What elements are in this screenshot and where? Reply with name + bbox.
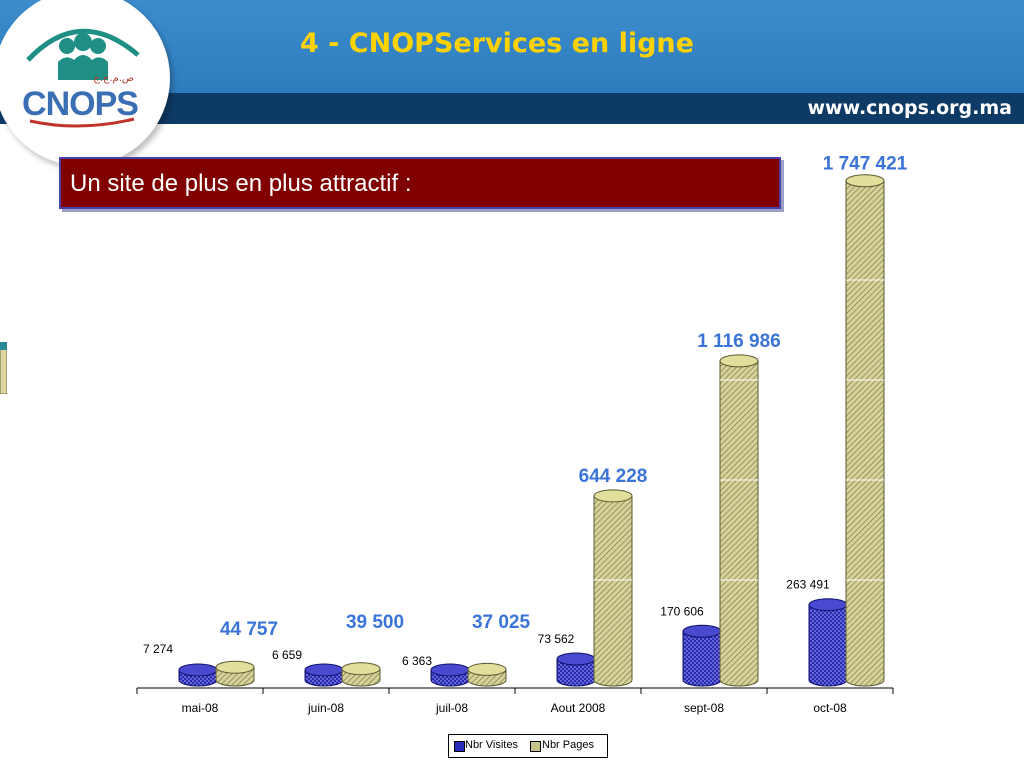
value-label-visites: 6 659	[272, 648, 302, 662]
x-tick-label: juil-08	[435, 701, 468, 715]
x-tick-label: juin-08	[307, 701, 344, 715]
subtitle-text: Un site de plus en plus attractif :	[70, 170, 412, 197]
bar-top	[808, 598, 848, 612]
bar-top	[304, 663, 344, 677]
bar-body	[808, 604, 848, 687]
bar-top	[178, 663, 218, 677]
value-label-visites: 170 606	[660, 604, 704, 618]
bar-top	[719, 354, 759, 368]
bar-body	[845, 180, 885, 687]
value-label-pages: 39 500	[346, 612, 404, 633]
bar-top	[341, 662, 381, 676]
legend-swatch-visites	[454, 741, 465, 752]
bars	[178, 174, 885, 687]
bar-top	[556, 652, 596, 666]
site-url: www.cnops.org.ma	[807, 97, 1013, 119]
legend-swatch-pages	[530, 741, 541, 752]
bar-body	[682, 630, 722, 687]
logo-arc	[26, 28, 140, 62]
cnops-logo: ص.م.ج.ج CNOPS	[22, 28, 140, 128]
bar-pages	[719, 354, 759, 687]
value-label-visites: 6 363	[402, 654, 432, 668]
bar-visites	[304, 663, 344, 687]
logo-disc	[0, 0, 170, 166]
x-tick-label: sept-08	[684, 701, 724, 715]
bar-visites	[556, 652, 596, 687]
bar-top	[467, 662, 507, 676]
edge-decoration	[0, 342, 7, 394]
bar-top	[845, 174, 885, 188]
bar-top	[682, 624, 722, 638]
bar-top	[593, 489, 633, 503]
logo-text: CNOPS	[22, 85, 138, 123]
value-label-visites: 263 491	[786, 578, 830, 592]
logo-arabic: ص.م.ج.ج	[93, 73, 134, 84]
value-label-visites: 7 274	[143, 642, 173, 656]
bar-pages	[215, 660, 255, 687]
x-tick-label: mai-08	[182, 701, 219, 715]
bar-visites	[178, 663, 218, 687]
value-label-visites: 73 562	[538, 632, 575, 646]
slide-title: 4 - CNOPServices en ligne	[300, 28, 694, 59]
bar-visites	[682, 624, 722, 687]
value-label-pages: 1 116 986	[697, 331, 780, 352]
bar-body	[719, 360, 759, 687]
subtitle-box: Un site de plus en plus attractif :	[59, 157, 781, 209]
bar-visites	[808, 598, 848, 687]
bar-pages	[341, 662, 381, 687]
bar-pages	[845, 174, 885, 687]
url-band	[0, 93, 1024, 124]
x-axis: mai-08 juin-08 juil-08 Aout 2008 sept-08 oct-…	[136, 687, 894, 715]
bar-body	[593, 495, 633, 687]
bar-pages	[467, 662, 507, 687]
legend: Nbr Visites Nbr Pages	[448, 734, 608, 758]
logo-underline	[29, 117, 135, 128]
value-label-pages: 44 757	[220, 619, 278, 640]
bar-visites	[430, 663, 470, 687]
bar-pages	[593, 489, 633, 687]
legend-label-visites: Nbr Visites	[465, 739, 518, 751]
x-tick-label: oct-08	[813, 701, 847, 715]
value-label-pages: 37 025	[472, 612, 531, 633]
value-label-pages: 1 747 421	[823, 154, 908, 175]
family-icon	[58, 33, 108, 80]
bar-top	[215, 660, 255, 674]
x-tick-label: Aout 2008	[551, 701, 606, 715]
bar-top	[430, 663, 470, 677]
value-labels: 7 274 44 757 6 659 39 500 6 363 37 025 73 562 6…	[143, 154, 908, 668]
value-label-pages: 644 228	[579, 466, 648, 487]
header-band	[0, 0, 1024, 93]
legend-label-pages: Nbr Pages	[542, 739, 594, 751]
